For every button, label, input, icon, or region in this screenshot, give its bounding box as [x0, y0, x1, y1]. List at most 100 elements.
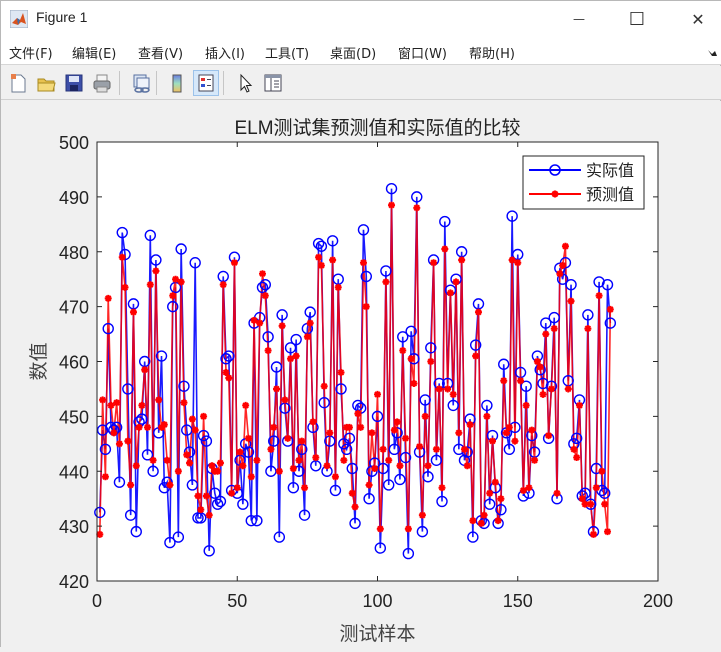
- open-file-button[interactable]: [33, 70, 59, 96]
- data-point: [396, 462, 404, 470]
- data-point: [360, 270, 372, 283]
- data-point: [194, 492, 202, 500]
- data-point: [390, 426, 398, 434]
- data-point: [138, 401, 146, 409]
- new-figure-button[interactable]: [5, 70, 31, 96]
- data-point: [531, 456, 539, 464]
- data-point: [163, 456, 171, 464]
- data-point: [469, 517, 477, 525]
- data-point: [567, 297, 575, 305]
- data-point: [421, 412, 429, 420]
- data-point: [548, 311, 560, 324]
- data-point: [550, 325, 558, 333]
- data-point: [320, 382, 328, 390]
- data-point: [219, 281, 227, 289]
- data-point: [435, 385, 443, 393]
- menu-item-5[interactable]: 桌面(D): [330, 47, 377, 62]
- data-point: [469, 339, 482, 351]
- print-button[interactable]: [89, 70, 115, 96]
- data-point: [244, 434, 252, 442]
- data-point: [183, 451, 191, 459]
- x-tick-label: 200: [643, 591, 673, 611]
- data-point: [334, 283, 342, 291]
- close-icon: ✕: [691, 9, 705, 29]
- minimize-button[interactable]: —: [556, 1, 602, 37]
- data-point: [122, 383, 134, 395]
- data-point: [113, 476, 126, 488]
- data-point: [368, 429, 376, 437]
- data-point: [463, 462, 471, 470]
- data-point: [547, 385, 555, 393]
- data-point: [553, 489, 561, 497]
- data-point: [315, 253, 323, 261]
- data-point: [178, 380, 190, 392]
- data-point: [275, 467, 283, 475]
- dock-arrow-icon[interactable]: [708, 49, 718, 57]
- insert-legend-button[interactable]: [193, 70, 219, 96]
- new-figure-icon: [11, 74, 26, 93]
- data-point: [247, 473, 255, 481]
- data-point: [413, 204, 421, 212]
- data-point: [447, 399, 459, 412]
- data-point: [312, 454, 320, 462]
- series-markers-0: [94, 182, 617, 560]
- data-point: [570, 432, 583, 445]
- data-point: [267, 445, 275, 453]
- data-point: [474, 308, 482, 316]
- data-point: [397, 331, 409, 343]
- data-point: [439, 215, 451, 228]
- link-plot-button[interactable]: [128, 70, 154, 96]
- menu-item-4[interactable]: 工具(T): [265, 47, 310, 62]
- data-point: [425, 342, 437, 354]
- data-point: [214, 495, 227, 508]
- data-point: [160, 421, 168, 429]
- close-button[interactable]: ✕: [675, 1, 721, 37]
- data-point: [268, 435, 280, 447]
- data-point: [329, 256, 337, 264]
- menu-item-3[interactable]: 插入(I): [205, 47, 245, 62]
- line-chart[interactable]: ELM测试集预测值和实际值的比较 0 50 100 150 200 420 430 440 450…: [1, 101, 721, 648]
- data-point: [335, 383, 347, 395]
- menu-item-1[interactable]: 编辑(E): [72, 47, 117, 62]
- data-point: [438, 484, 446, 492]
- maximize-button[interactable]: ☐: [614, 1, 660, 37]
- data-point: [150, 254, 162, 266]
- data-point: [430, 454, 443, 466]
- data-point: [312, 237, 325, 250]
- data-point: [174, 467, 182, 475]
- data-point: [141, 366, 149, 374]
- y-tick-label: 480: [59, 243, 89, 263]
- data-point: [380, 265, 392, 277]
- plot-area: [97, 142, 658, 581]
- data-point: [399, 451, 412, 464]
- data-point: [188, 415, 196, 423]
- series-markers-1: [96, 201, 614, 538]
- data-point: [99, 443, 112, 455]
- data-point: [539, 390, 547, 398]
- data-point: [416, 525, 429, 538]
- data-point: [116, 226, 128, 239]
- data-point: [208, 462, 216, 470]
- data-point: [228, 489, 236, 497]
- save-button[interactable]: [61, 70, 87, 96]
- data-point: [152, 267, 160, 275]
- data-point: [411, 191, 423, 203]
- data-point: [467, 531, 479, 543]
- data-point: [536, 363, 544, 371]
- data-point: [410, 379, 418, 387]
- edit-plot-pointer-button[interactable]: [232, 70, 258, 96]
- data-point: [359, 259, 367, 267]
- data-point: [419, 394, 431, 406]
- property-inspector-button[interactable]: [260, 70, 286, 96]
- data-point: [236, 448, 244, 456]
- data-point: [189, 257, 201, 269]
- title-bar[interactable]: Figure 1 — ☐ ✕: [1, 1, 721, 37]
- menu-item-6[interactable]: 窗口(W): [398, 47, 447, 62]
- insert-colorbar-button[interactable]: [164, 70, 190, 96]
- x-tick-label: 100: [362, 591, 392, 611]
- data-point: [346, 462, 358, 475]
- menu-item-0[interactable]: 文件(F): [9, 47, 53, 62]
- menu-item-7[interactable]: 帮助(H): [469, 47, 515, 62]
- menu-item-2[interactable]: 查看(V): [138, 47, 184, 62]
